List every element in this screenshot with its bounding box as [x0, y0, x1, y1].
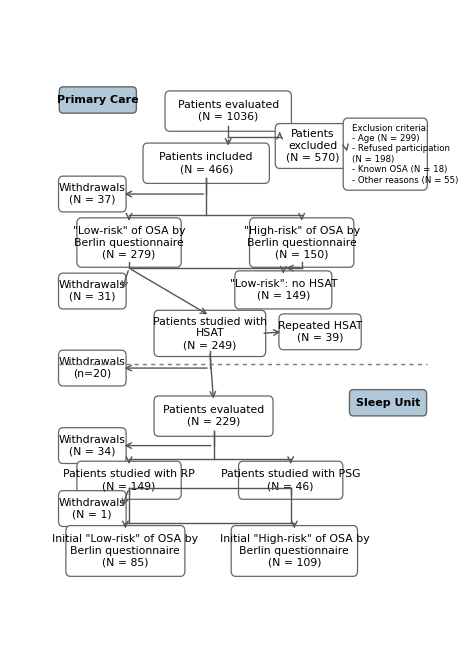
Text: "Low-risk" of OSA by
Berlin questionnaire
(N = 279): "Low-risk" of OSA by Berlin questionnair…: [73, 226, 185, 259]
Text: Patients studied with RP
(N = 149): Patients studied with RP (N = 149): [63, 470, 195, 491]
FancyBboxPatch shape: [58, 427, 126, 464]
FancyBboxPatch shape: [58, 491, 126, 527]
FancyBboxPatch shape: [235, 271, 332, 309]
FancyBboxPatch shape: [58, 176, 126, 212]
Text: "Low-risk": no HSAT
(N = 149): "Low-risk": no HSAT (N = 149): [229, 279, 337, 301]
FancyBboxPatch shape: [143, 143, 269, 183]
Text: Withdrawals
(n=20): Withdrawals (n=20): [59, 357, 126, 379]
Text: Withdrawals
(N = 1): Withdrawals (N = 1): [59, 498, 126, 519]
Text: "High-risk" of OSA by
Berlin questionnaire
(N = 150): "High-risk" of OSA by Berlin questionnai…: [244, 226, 360, 259]
Text: Sleep Unit: Sleep Unit: [356, 398, 420, 408]
FancyBboxPatch shape: [349, 390, 427, 416]
Text: Withdrawals
(N = 34): Withdrawals (N = 34): [59, 435, 126, 456]
FancyBboxPatch shape: [77, 218, 181, 267]
FancyBboxPatch shape: [58, 273, 126, 309]
FancyBboxPatch shape: [249, 218, 354, 267]
FancyBboxPatch shape: [58, 350, 126, 386]
FancyBboxPatch shape: [66, 525, 185, 576]
FancyBboxPatch shape: [343, 118, 428, 190]
FancyBboxPatch shape: [77, 461, 181, 499]
Text: Patients evaluated
(N = 229): Patients evaluated (N = 229): [163, 405, 264, 427]
Text: Initial "Low-risk" of OSA by
Berlin questionnaire
(N = 85): Initial "Low-risk" of OSA by Berlin ques…: [52, 534, 199, 568]
FancyBboxPatch shape: [59, 87, 137, 113]
Text: Patients studied with
HSAT
(N = 249): Patients studied with HSAT (N = 249): [153, 317, 267, 350]
Text: Patients included
(N = 466): Patients included (N = 466): [159, 152, 253, 174]
Text: Exclusion criteria:
- Age (N = 299)
- Refused participation
(N = 198)
- Known OS: Exclusion criteria: - Age (N = 299) - Re…: [352, 123, 458, 185]
FancyBboxPatch shape: [275, 123, 350, 168]
Text: Patients
excluded
(N = 570): Patients excluded (N = 570): [286, 130, 339, 162]
FancyBboxPatch shape: [279, 314, 361, 350]
FancyBboxPatch shape: [154, 396, 273, 436]
FancyBboxPatch shape: [154, 310, 266, 356]
FancyBboxPatch shape: [238, 461, 343, 499]
Text: Withdrawals
(N = 31): Withdrawals (N = 31): [59, 280, 126, 302]
Text: Patients evaluated
(N = 1036): Patients evaluated (N = 1036): [178, 100, 279, 122]
FancyBboxPatch shape: [231, 525, 357, 576]
Text: Patients studied with PSG
(N = 46): Patients studied with PSG (N = 46): [221, 470, 360, 491]
Text: Withdrawals
(N = 37): Withdrawals (N = 37): [59, 183, 126, 205]
Text: Primary Care: Primary Care: [57, 95, 138, 105]
FancyBboxPatch shape: [165, 91, 292, 132]
Text: Initial "High-risk" of OSA by
Berlin questionnaire
(N = 109): Initial "High-risk" of OSA by Berlin que…: [219, 534, 369, 568]
Text: Repeated HSAT
(N = 39): Repeated HSAT (N = 39): [278, 321, 362, 343]
